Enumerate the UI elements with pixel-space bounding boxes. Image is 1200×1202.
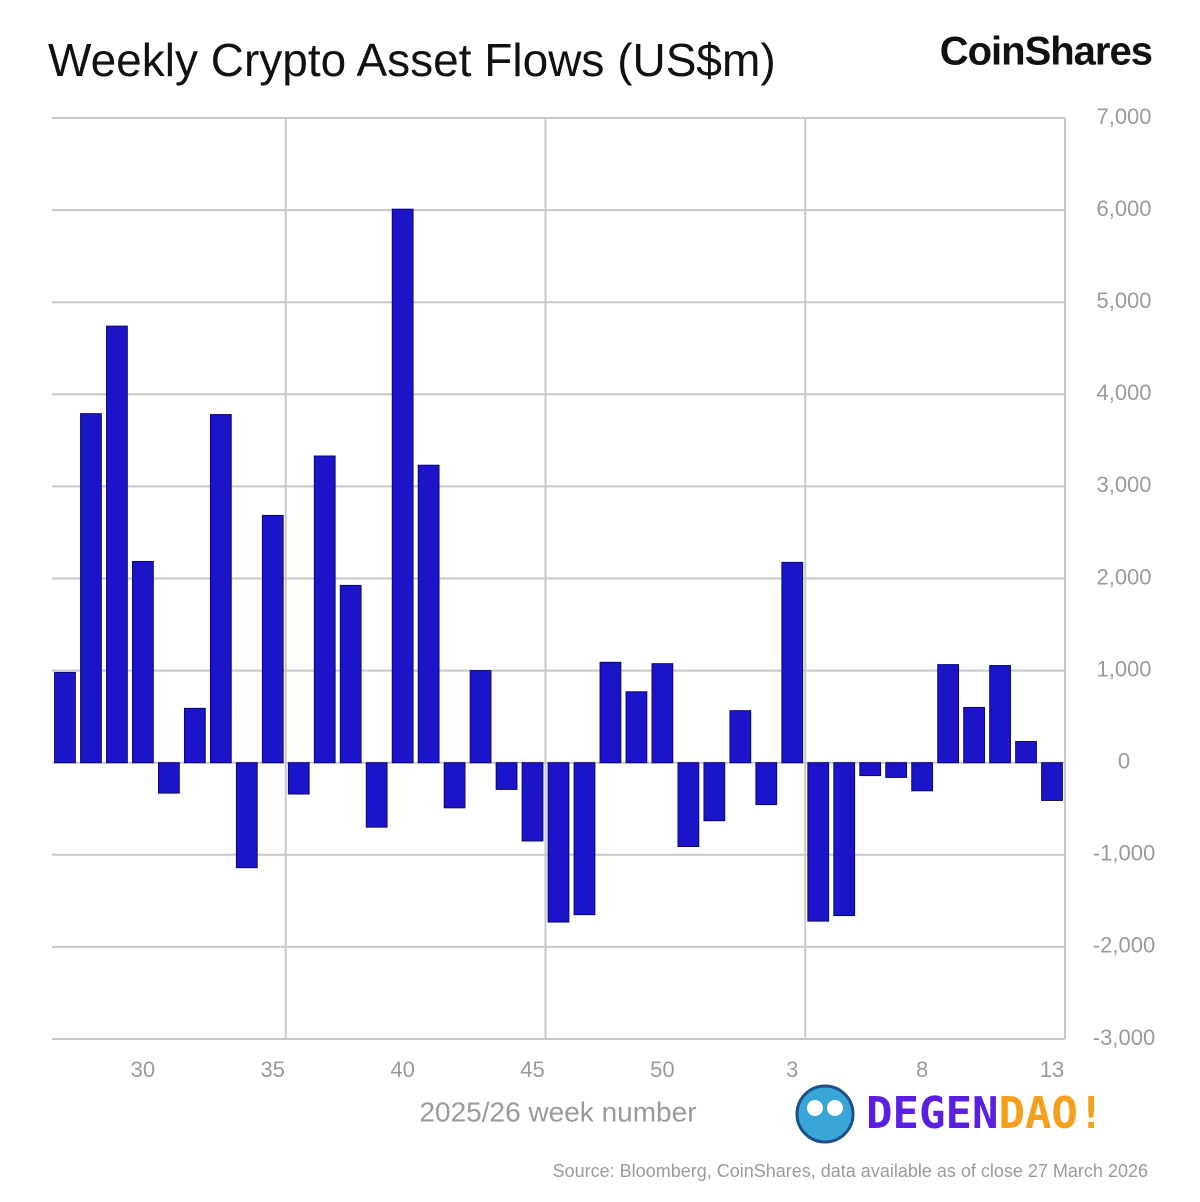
- x-tick-label: 50: [650, 1057, 674, 1082]
- y-tick-label: 1,000: [1096, 656, 1151, 681]
- source-note: Source: Bloomberg, CoinShares, data avai…: [553, 1161, 1148, 1181]
- y-tick-label: -1,000: [1093, 841, 1155, 866]
- bar: [469, 670, 492, 764]
- bar: [339, 584, 362, 764]
- bar: [54, 671, 76, 764]
- bar: [807, 762, 830, 922]
- y-tick-label: -2,000: [1093, 933, 1155, 958]
- bar: [677, 762, 700, 848]
- bar: [495, 762, 518, 790]
- bar: [132, 560, 154, 764]
- bar: [729, 710, 752, 764]
- bar: [209, 414, 232, 764]
- y-tick-label: 2,000: [1096, 564, 1151, 589]
- bar: [391, 208, 414, 764]
- bar: [106, 325, 128, 764]
- bar: [911, 762, 934, 792]
- bar: [625, 691, 648, 764]
- x-tick-label: 8: [916, 1057, 928, 1082]
- bar: [937, 664, 960, 764]
- y-tick-label: -3,000: [1093, 1025, 1155, 1050]
- x-tick-label: 30: [131, 1057, 155, 1082]
- watermark-icon: [807, 1100, 823, 1116]
- y-tick-label: 6,000: [1096, 196, 1151, 221]
- bar: [521, 762, 544, 842]
- watermark-icon: [795, 1084, 855, 1144]
- watermark: DEGENDAO!: [866, 1088, 1104, 1139]
- bar: [989, 665, 1011, 764]
- bar: [313, 455, 336, 764]
- bar: [651, 663, 674, 764]
- bar: [261, 514, 284, 764]
- bar: [573, 762, 596, 916]
- bar: [183, 707, 206, 764]
- bar: [547, 762, 570, 923]
- x-tick-label: 35: [261, 1057, 285, 1082]
- bar: [703, 762, 726, 822]
- x-tick-label: 40: [390, 1057, 414, 1082]
- bar: [833, 762, 856, 917]
- x-axis-label: 2025/26 week number: [419, 1096, 696, 1127]
- bar: [157, 762, 180, 794]
- bar: [963, 706, 985, 764]
- bar: [781, 561, 804, 764]
- x-tick-label: 45: [520, 1057, 544, 1082]
- bar: [365, 762, 388, 828]
- bar: [599, 661, 622, 764]
- bar: [417, 464, 440, 764]
- brand-logo: CoinShares: [940, 30, 1152, 74]
- bar: [885, 762, 908, 778]
- bar: [859, 762, 882, 777]
- bar: [235, 762, 258, 869]
- y-tick-label: 3,000: [1096, 472, 1151, 497]
- y-tick-label: 4,000: [1096, 380, 1151, 405]
- watermark-icon: [827, 1100, 843, 1116]
- bar: [287, 762, 310, 795]
- chart-title: Weekly Crypto Asset Flows (US$m): [48, 34, 776, 86]
- watermark-part: DAO!: [998, 1088, 1104, 1139]
- x-tick-label: 3: [786, 1057, 798, 1082]
- bar: [1015, 741, 1037, 764]
- bar: [80, 413, 102, 764]
- y-tick-label: 5,000: [1096, 288, 1151, 313]
- watermark-part: DEGEN: [866, 1088, 998, 1139]
- bar: [755, 762, 778, 806]
- y-tick-label: 7,000: [1096, 104, 1151, 129]
- y-tick-label: 0: [1118, 749, 1130, 774]
- x-tick-label: 13: [1040, 1057, 1064, 1082]
- bar: [443, 762, 466, 809]
- bar: [1041, 762, 1063, 801]
